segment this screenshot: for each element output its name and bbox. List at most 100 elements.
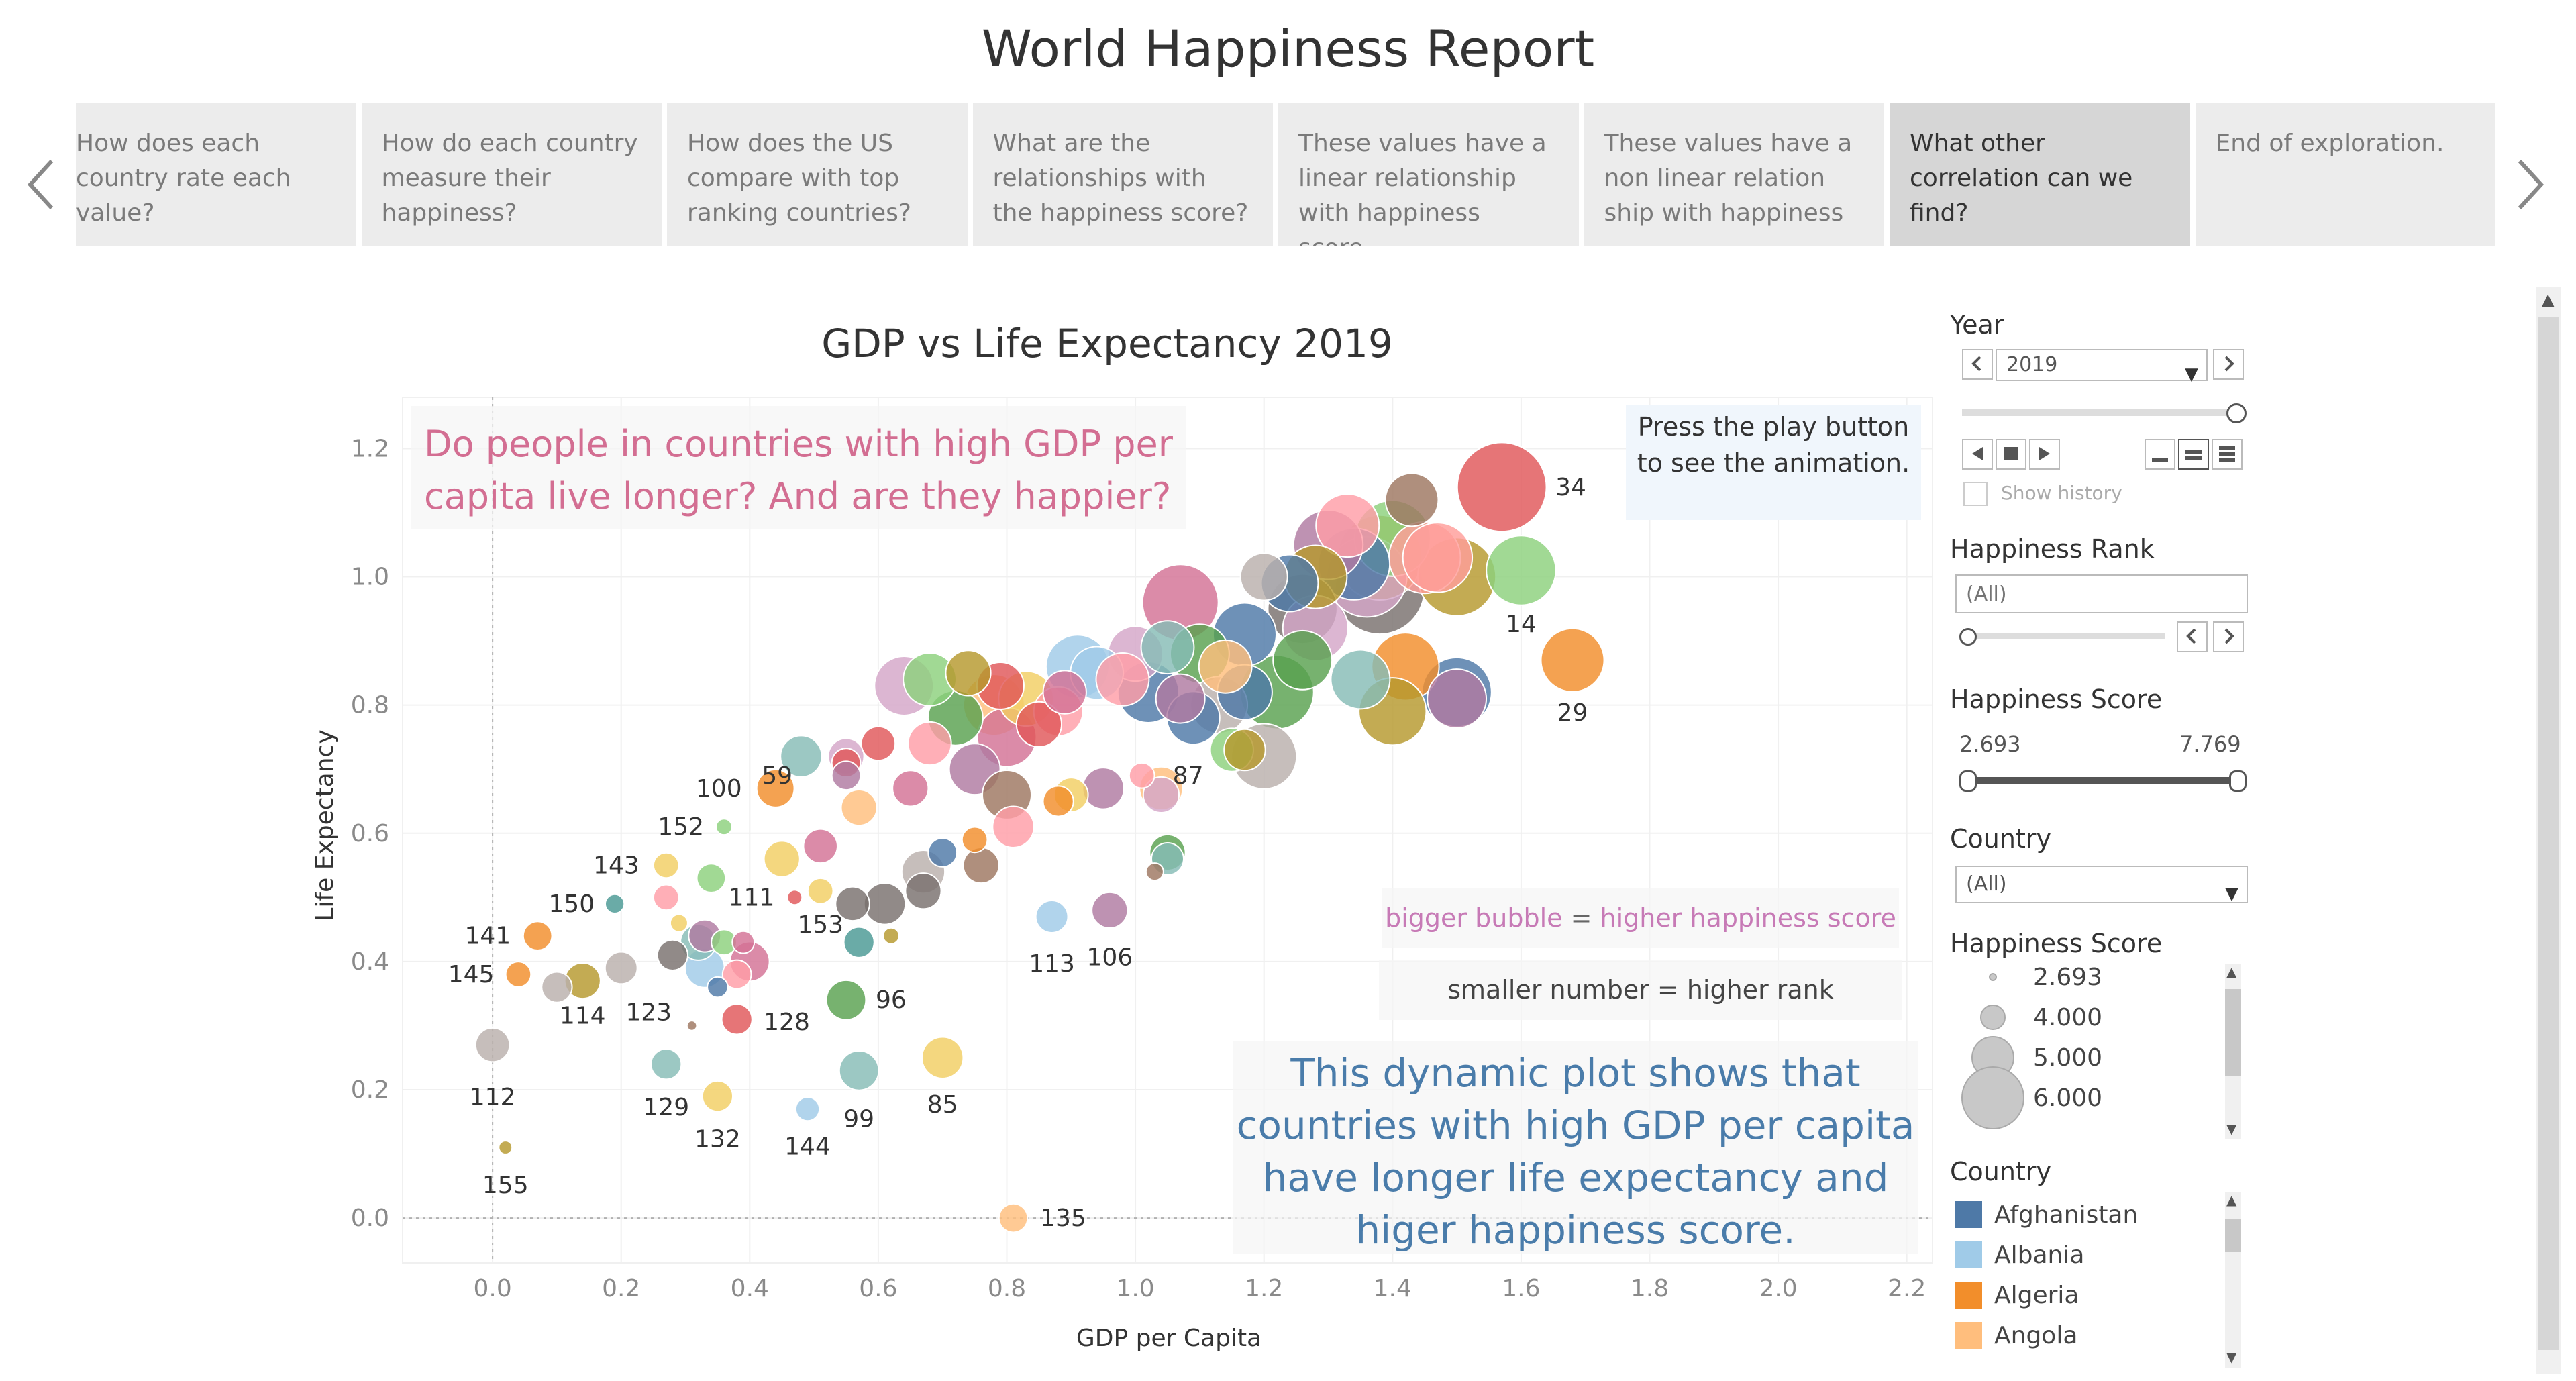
rank-label: 135 bbox=[1040, 1205, 1086, 1232]
data-bubble bbox=[686, 1020, 698, 1031]
size-legend-scroll-thumb[interactable] bbox=[2225, 989, 2241, 1076]
data-bubble bbox=[1272, 629, 1333, 690]
scatter-plot: 0.0 0.2 0.4 0.6 0.8 1.0 1.2 1.4 1.6 1.8 2.0 2.2 0.0… bbox=[311, 397, 1933, 1352]
chevron-right-icon bbox=[2224, 628, 2234, 644]
data-bubble bbox=[1042, 670, 1087, 715]
rank-next-button[interactable] bbox=[2213, 621, 2244, 652]
story-prev-button[interactable] bbox=[17, 148, 64, 228]
rank-slider-handle[interactable] bbox=[1959, 628, 1977, 646]
rank-slider-track[interactable] bbox=[1963, 633, 2165, 639]
data-bubble bbox=[786, 889, 803, 906]
scroll-up-icon[interactable]: ▲ bbox=[2226, 964, 2237, 980]
story-next-button[interactable] bbox=[2507, 148, 2554, 228]
y-axis-title: Life Expectancy bbox=[311, 729, 339, 921]
size-legend-scrollbar[interactable]: ▲ ▼ bbox=[2225, 964, 2241, 1139]
data-bubble bbox=[1456, 442, 1547, 533]
year-dropdown-value: 2019 bbox=[2006, 353, 2058, 376]
data-bubble bbox=[541, 971, 573, 1003]
story-tab-5[interactable]: These values have a linear relationship … bbox=[1278, 103, 1579, 246]
color-legend-item[interactable]: Afghanistan bbox=[1955, 1194, 2217, 1235]
rank-label: 106 bbox=[1086, 943, 1133, 971]
story-tab-6[interactable]: These values have a non linear relation … bbox=[1584, 103, 1884, 246]
size-legend-label: 6.000 bbox=[2033, 1084, 2103, 1112]
speed-slow-button[interactable] bbox=[2145, 439, 2175, 470]
y-tick-label: 1.0 bbox=[351, 564, 389, 591]
year-slider-track[interactable] bbox=[1962, 409, 2236, 416]
color-legend-label: Albania bbox=[1994, 1241, 2085, 1269]
play-forward-button[interactable] bbox=[2029, 439, 2060, 470]
scroll-down-icon[interactable]: ▼ bbox=[2226, 1121, 2237, 1137]
data-bubble bbox=[863, 882, 907, 925]
color-legend-item[interactable]: Angola bbox=[1955, 1315, 2217, 1356]
conclusion-annotation: This dynamic plot shows that countries w… bbox=[1233, 1041, 1918, 1254]
score-max-handle[interactable] bbox=[2229, 770, 2247, 792]
data-bubble bbox=[1315, 493, 1380, 558]
chevron-right-icon bbox=[2518, 159, 2544, 210]
data-bubble bbox=[905, 872, 942, 910]
story-tab-7-active[interactable]: What other correlation can we find? bbox=[1890, 103, 2190, 246]
data-bubble bbox=[860, 725, 896, 762]
scroll-up-icon[interactable]: ▲ bbox=[2226, 1192, 2237, 1208]
data-bubble bbox=[835, 886, 870, 922]
x-axis-title: GDP per Capita bbox=[1076, 1325, 1261, 1352]
rank-label: 99 bbox=[843, 1105, 874, 1133]
x-tick-label: 0.4 bbox=[731, 1275, 769, 1302]
data-bubble bbox=[652, 852, 680, 879]
country-dropdown[interactable]: (All) ▼ bbox=[1955, 866, 2248, 904]
data-bubble bbox=[992, 805, 1035, 848]
story-tab-2[interactable]: How do each country measure their happin… bbox=[361, 103, 662, 246]
data-bubble bbox=[1035, 900, 1069, 933]
story-tab-1[interactable]: How does each country rate each value? bbox=[76, 103, 356, 246]
play-backward-button[interactable] bbox=[1962, 439, 1993, 470]
color-legend-label: Algeria bbox=[1994, 1281, 2079, 1309]
story-tab-8[interactable]: End of exploration. bbox=[2195, 103, 2495, 246]
story-tab-4[interactable]: What are the relationships with the happ… bbox=[972, 103, 1273, 246]
data-bubble bbox=[756, 768, 795, 808]
rank-label: 152 bbox=[658, 813, 704, 841]
rank-prev-button[interactable] bbox=[2177, 621, 2208, 652]
color-legend-scrollbar[interactable]: ▲ ▼ bbox=[2225, 1192, 2241, 1368]
scroll-up-icon[interactable]: ▲ bbox=[2542, 290, 2555, 309]
bubble-note-b: higher happiness score bbox=[1600, 903, 1896, 933]
rank-search-input[interactable] bbox=[1955, 574, 2248, 613]
year-prev-button[interactable] bbox=[1962, 349, 1993, 380]
story-tab-3[interactable]: How does the US compare with top ranking… bbox=[667, 103, 968, 246]
speed-fast-button[interactable] bbox=[2212, 439, 2243, 470]
data-bubble bbox=[1384, 472, 1439, 527]
size-legend-bubble bbox=[1980, 1005, 2006, 1030]
data-bubble bbox=[945, 650, 992, 697]
year-dropdown[interactable]: 2019 ▼ bbox=[1996, 349, 2208, 385]
data-bubble bbox=[1239, 552, 1288, 601]
size-legend-bubble bbox=[1961, 1066, 2025, 1130]
speed-medium-button[interactable] bbox=[2178, 439, 2209, 470]
plot-frame bbox=[402, 397, 1933, 1264]
chevron-left-icon bbox=[27, 159, 54, 210]
data-bubble bbox=[721, 959, 752, 990]
speed-slow-icon bbox=[2152, 458, 2168, 462]
page-scrollbar[interactable]: ▲ bbox=[2536, 287, 2561, 1374]
color-legend-item[interactable]: Albania bbox=[1955, 1235, 2217, 1275]
page-scroll-thumb[interactable] bbox=[2538, 317, 2559, 1350]
data-bubble bbox=[474, 1027, 511, 1063]
show-history-checkbox[interactable] bbox=[1963, 482, 1988, 506]
scroll-down-icon[interactable]: ▼ bbox=[2226, 1349, 2237, 1365]
speed-medium-icon bbox=[2185, 450, 2202, 460]
color-legend-scroll-thumb[interactable] bbox=[2225, 1219, 2241, 1252]
color-legend-item[interactable]: Algeria bbox=[1955, 1275, 2217, 1315]
color-legend-label: Afghanistan bbox=[1994, 1200, 2139, 1229]
rank-label: 85 bbox=[927, 1091, 958, 1119]
score-range-track[interactable] bbox=[1966, 777, 2234, 784]
data-bubble bbox=[843, 926, 875, 958]
score-min-handle[interactable] bbox=[1959, 770, 1977, 792]
year-slider-handle[interactable] bbox=[2226, 403, 2247, 423]
year-next-button[interactable] bbox=[2213, 349, 2244, 380]
data-bubble bbox=[1540, 627, 1605, 693]
data-bubble bbox=[1145, 862, 1164, 882]
stop-button[interactable] bbox=[1996, 439, 2026, 470]
data-bubble bbox=[1198, 639, 1253, 694]
x-tick-label: 0.2 bbox=[602, 1275, 640, 1302]
y-tick-label: 1.2 bbox=[351, 435, 389, 462]
data-bubble bbox=[831, 760, 862, 791]
bubble-size-note: bigger bubble = higher happiness score bbox=[1382, 888, 1899, 948]
x-tick-label: 0.8 bbox=[988, 1275, 1026, 1302]
